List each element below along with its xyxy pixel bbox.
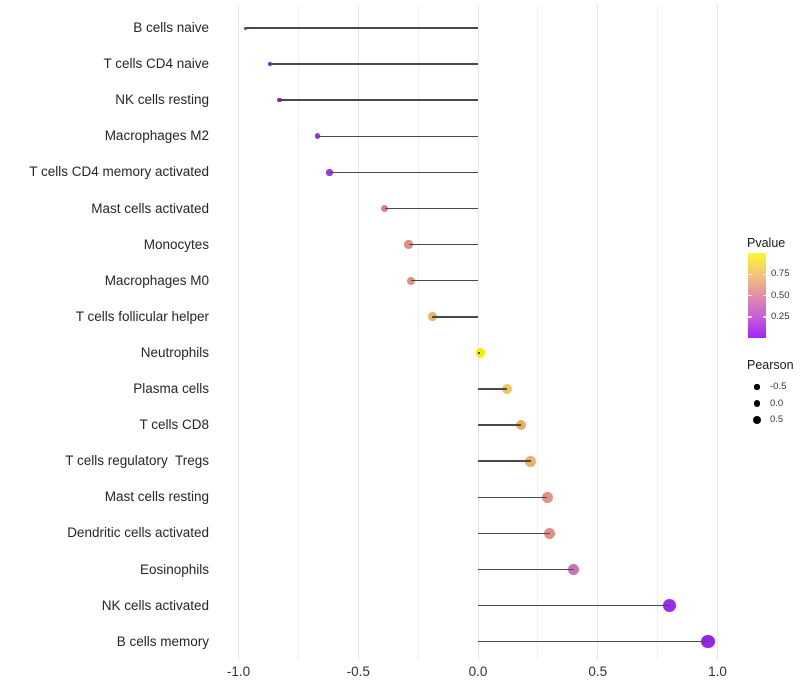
lollipop-stem xyxy=(478,460,531,462)
category-label: T cells regulatory Tregs xyxy=(65,453,209,469)
category-label: Macrophages M2 xyxy=(104,128,209,144)
pvalue-bar-tick xyxy=(748,273,752,275)
lollipop-stem xyxy=(410,279,478,282)
gridline xyxy=(357,5,359,660)
pvalue-bar-tick xyxy=(748,316,752,318)
category-label: Macrophages M0 xyxy=(104,272,209,288)
pvalue-tick-label: 0.75 xyxy=(771,268,790,280)
lollipop-stem xyxy=(329,171,478,174)
category-label: Dendritic cells activated xyxy=(67,525,209,541)
lollipop-stem xyxy=(478,388,507,390)
category-label: T cells follicular helper xyxy=(75,308,209,324)
category-label: Neutrophils xyxy=(140,344,209,360)
lollipop-stem xyxy=(384,207,478,210)
x-axis-tick-label: 0.0 xyxy=(468,664,488,679)
data-point xyxy=(380,204,389,213)
category-label: T cells CD4 naive xyxy=(103,56,209,72)
pvalue-bar-tick xyxy=(762,294,766,297)
category-label: T cells CD8 xyxy=(139,417,209,433)
data-point xyxy=(406,276,416,285)
pvalue-tick-label: 0.25 xyxy=(771,310,790,322)
pearson-legend-dot xyxy=(754,384,760,390)
gridline xyxy=(657,5,659,660)
x-axis-tick-label: 1.0 xyxy=(708,664,727,679)
category-label: Mast cells activated xyxy=(91,200,209,216)
gridline xyxy=(297,5,299,660)
category-label: Monocytes xyxy=(143,236,209,252)
lollipop-stem xyxy=(478,496,548,499)
lollipop-stem xyxy=(478,604,670,607)
pvalue-bar-tick xyxy=(762,316,766,318)
gridline xyxy=(477,5,479,660)
x-axis-tick-label: 0.5 xyxy=(588,664,608,679)
pearson-legend-label: 0.5 xyxy=(770,414,784,425)
lollipop-stem xyxy=(478,424,522,426)
pearson-legend-label: -0.5 xyxy=(770,381,787,392)
pvalue-gradient-bar xyxy=(748,253,766,338)
pvalue-bar-tick xyxy=(748,294,752,297)
x-axis-tick-label: -0.5 xyxy=(346,664,370,679)
gridline xyxy=(597,5,599,660)
category-label: T cells CD4 memory activated xyxy=(29,164,209,180)
lollipop-stem xyxy=(478,352,481,354)
pearson-legend-label: 0.0 xyxy=(770,397,784,409)
category-label: Mast cells resting xyxy=(104,489,209,505)
data-point xyxy=(267,61,272,67)
pearson-legend-title: Pearson xyxy=(747,358,794,372)
lollipop-stem xyxy=(317,135,478,138)
data-point xyxy=(701,635,715,649)
lollipop-stem xyxy=(279,99,478,101)
category-label: B cells memory xyxy=(116,633,209,649)
lollipop-stem xyxy=(478,640,708,643)
gridline xyxy=(238,5,239,660)
x-axis-tick-label: -1.0 xyxy=(226,664,251,679)
data-point xyxy=(314,133,321,140)
category-label: NK cells resting xyxy=(115,92,209,108)
category-label: Plasma cells xyxy=(133,381,209,396)
data-point xyxy=(501,383,512,395)
lollipop-stem xyxy=(478,532,550,535)
category-label: B cells naive xyxy=(133,20,209,35)
gridline xyxy=(537,5,539,660)
lollipop-stem xyxy=(408,243,478,246)
pearson-legend-dot xyxy=(752,415,762,425)
lollipop-stem xyxy=(432,316,478,318)
lollipop-stem xyxy=(478,568,574,571)
lollipop-stem xyxy=(269,63,478,65)
lollipop-stem xyxy=(245,27,478,29)
gridline xyxy=(717,5,718,660)
pvalue-tick-label: 0.50 xyxy=(771,289,790,301)
category-label: Eosinophils xyxy=(139,561,209,577)
pvalue-bar-tick xyxy=(762,273,766,275)
category-label: NK cells activated xyxy=(101,597,209,613)
pearson-legend-dot xyxy=(753,400,761,407)
gridline xyxy=(417,5,419,660)
pvalue-legend-title: Pvalue xyxy=(747,236,786,250)
